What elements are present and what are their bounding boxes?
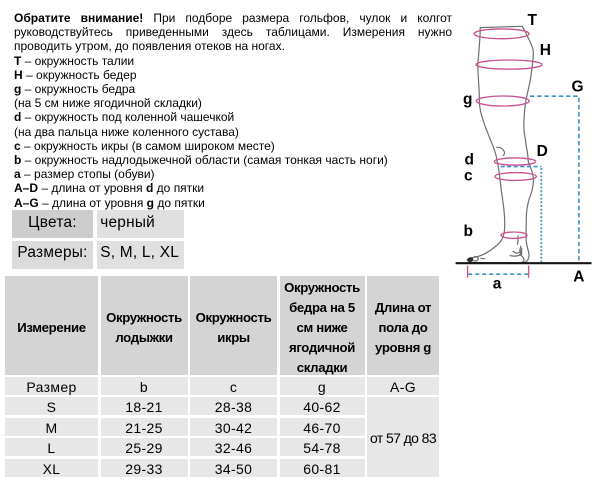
svg-text:A: A: [573, 268, 584, 285]
svg-text:d: d: [465, 152, 474, 169]
svg-text:g: g: [463, 91, 472, 108]
svg-text:b: b: [464, 223, 473, 240]
svg-text:D: D: [537, 143, 548, 160]
svg-text:c: c: [464, 167, 473, 184]
svg-text:G: G: [572, 78, 584, 95]
svg-text:H: H: [540, 42, 551, 59]
svg-text:a: a: [493, 276, 502, 293]
svg-text:T: T: [528, 12, 538, 29]
